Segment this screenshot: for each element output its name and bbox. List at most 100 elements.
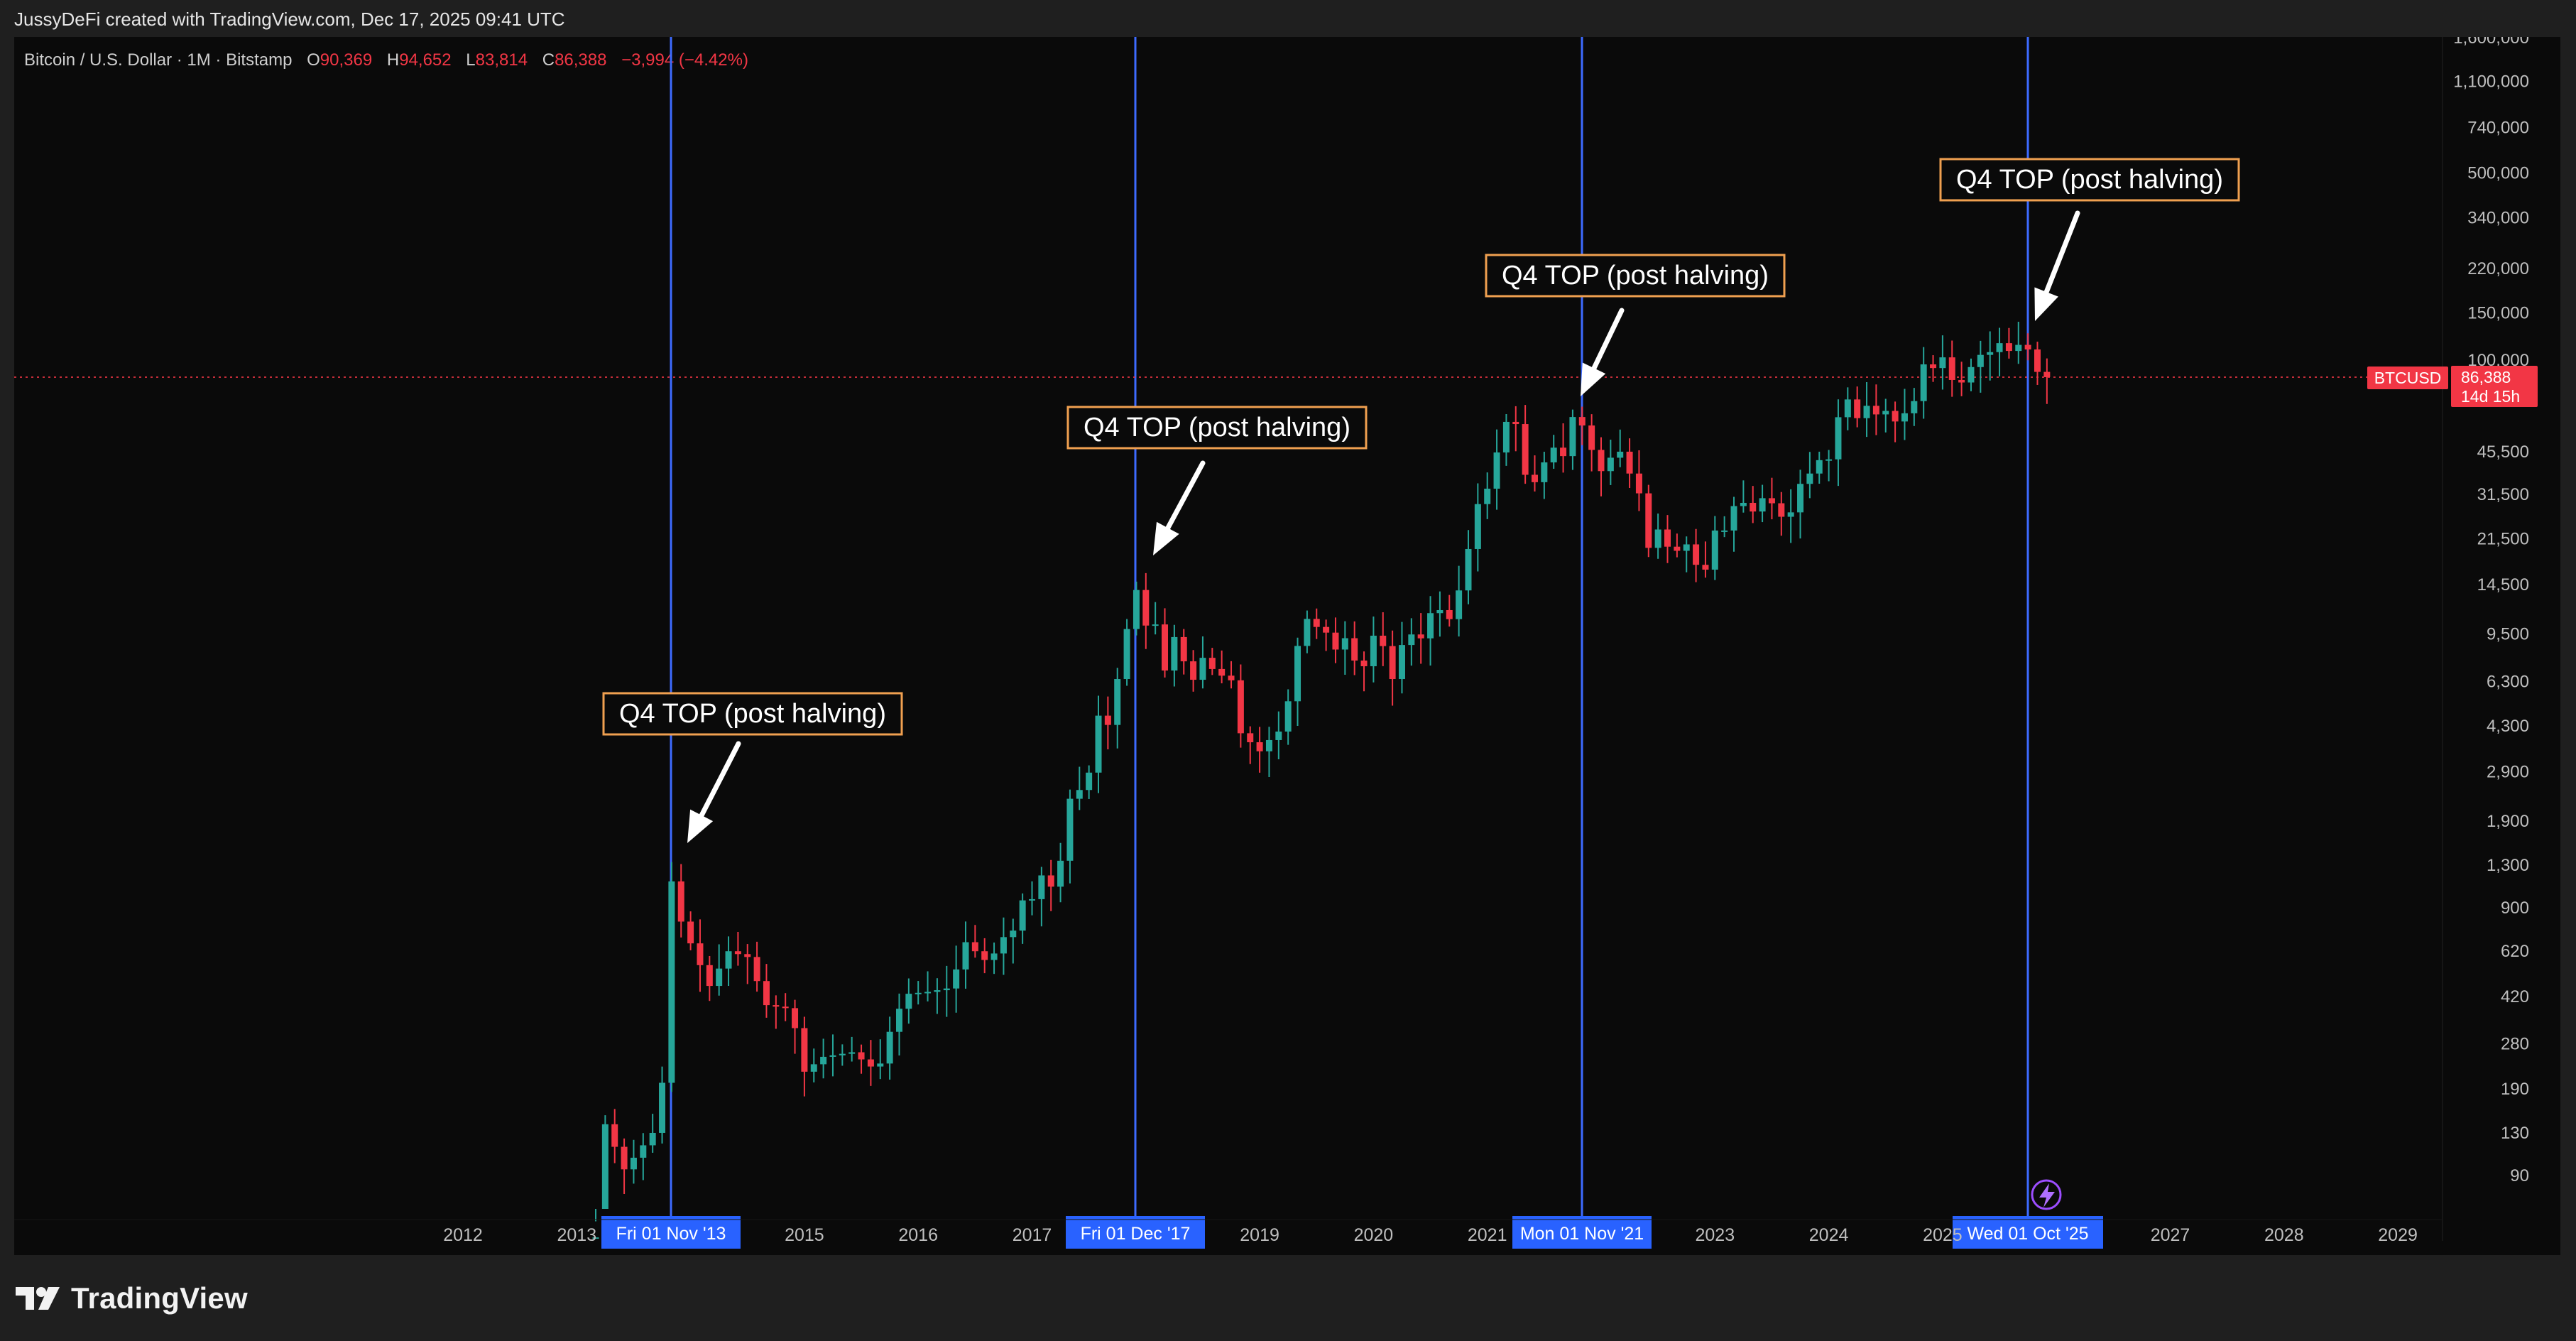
candle-body xyxy=(763,981,770,1006)
candle-body xyxy=(1863,406,1870,418)
y-tick-label: 45,500 xyxy=(2477,443,2529,462)
candle-body xyxy=(1000,937,1007,954)
candle-body xyxy=(981,951,988,960)
candle-body xyxy=(2034,349,2041,372)
candle-body xyxy=(592,1237,599,1239)
candle-body xyxy=(1901,413,1908,422)
candle-body xyxy=(1133,590,1140,629)
candle-body xyxy=(1152,624,1159,626)
y-tick-label: 190 xyxy=(2501,1080,2529,1099)
candle-body xyxy=(1787,512,1794,517)
candle-body xyxy=(1360,660,1368,666)
candle-body xyxy=(915,992,922,994)
open-label: O xyxy=(307,50,320,70)
candle-body xyxy=(1029,898,1035,901)
candle-body xyxy=(1123,629,1130,680)
candle-body xyxy=(1740,502,1747,506)
candle-body xyxy=(1797,484,1804,513)
candle-body xyxy=(773,1005,780,1007)
y-tick-label: 1,600,000 xyxy=(2453,37,2529,48)
annotation-text: Q4 TOP (post halving) xyxy=(1084,413,1350,443)
candle-body xyxy=(1427,613,1434,639)
candle-body xyxy=(1256,742,1263,751)
y-tick-label: 900 xyxy=(2501,898,2529,918)
time-axis[interactable]: 2012 2013 2015 2016 2017 2019 2020 2021 2023 2024… xyxy=(14,1219,2443,1245)
y-tick-label: 4,300 xyxy=(2487,717,2529,736)
candle-body xyxy=(1332,632,1339,650)
candle-body xyxy=(1578,417,1586,426)
candle-body xyxy=(668,881,675,1083)
date-label-text: Wed 01 Oct '25 xyxy=(1967,1224,2088,1244)
y-tick-label: 1,100,000 xyxy=(2453,72,2529,91)
candle-body xyxy=(640,1145,647,1158)
y-tick-label: 31,500 xyxy=(2477,485,2529,504)
candle-body xyxy=(962,942,969,970)
candle-body xyxy=(1806,473,1813,484)
annotation-box xyxy=(1939,158,2240,202)
candle-body xyxy=(1162,624,1169,671)
y-tick-label: 21,500 xyxy=(2477,530,2529,549)
candle-body xyxy=(971,942,978,952)
candle-body xyxy=(1844,399,1851,418)
candle-body xyxy=(677,881,684,922)
date-label-text: Fri 01 Nov '13 xyxy=(616,1224,726,1244)
candle-body xyxy=(1247,733,1254,742)
candle-body xyxy=(1019,900,1026,931)
y-tick-label: 420 xyxy=(2501,987,2529,1006)
candle-body xyxy=(1265,739,1272,751)
candle-body xyxy=(2015,344,2022,352)
candle-body xyxy=(1996,343,2003,352)
candle-body xyxy=(1711,530,1718,570)
candle-body xyxy=(1190,661,1197,680)
x-tick-label: 2015 xyxy=(785,1225,824,1245)
date-label-box xyxy=(1953,1216,2103,1249)
plot-background xyxy=(14,37,2560,1255)
y-tick-label: 2,900 xyxy=(2487,763,2529,782)
x-tick-label: 2013 xyxy=(557,1225,596,1245)
tradingview-logo[interactable]: TradingView xyxy=(16,1281,248,1315)
replay-icon[interactable] xyxy=(2031,1179,2062,1210)
candle-body xyxy=(630,1157,637,1170)
y-tick-label: 280 xyxy=(2501,1034,2529,1053)
x-tick-label: 2019 xyxy=(1240,1225,1279,1245)
high-value: 94,652 xyxy=(399,50,451,70)
candle-body xyxy=(1693,544,1700,565)
candle-body xyxy=(1588,425,1595,450)
date-label-box xyxy=(1512,1216,1652,1249)
candle-body xyxy=(1626,451,1633,474)
candles xyxy=(592,322,2051,1239)
date-label-text: Fri 01 Dec '17 xyxy=(1081,1224,1191,1244)
date-label-box xyxy=(601,1216,741,1249)
candle-body xyxy=(1171,636,1178,671)
x-tick-label: 2016 xyxy=(898,1225,938,1245)
candle-body xyxy=(990,953,998,960)
candle-body xyxy=(1977,354,1984,367)
candle-body xyxy=(1920,364,1927,401)
low-value: 83,814 xyxy=(476,50,528,70)
chart-caption: JussyDeFi created with TradingView.com, … xyxy=(14,9,565,30)
candle-body xyxy=(1095,715,1102,773)
candle-body xyxy=(905,994,912,1009)
x-tick-label: 2020 xyxy=(1354,1225,1394,1245)
candle-body xyxy=(601,1124,608,1209)
candle-body xyxy=(2005,343,2012,352)
y-tick-label: 1,900 xyxy=(2487,812,2529,831)
candle-body xyxy=(934,990,941,992)
candle-body xyxy=(1882,411,1889,415)
chart-area[interactable]: Bitcoin / U.S. Dollar · 1M · Bitstamp O9… xyxy=(14,37,2560,1255)
candle-body xyxy=(1304,619,1311,646)
btc-chart[interactable]: Bitcoin / U.S. Dollar · 1M · Bitstamp O9… xyxy=(14,37,2560,1255)
candle-body xyxy=(1911,401,1918,413)
change-value: −3,994 (−4.42%) xyxy=(621,50,748,70)
price-axis[interactable]: 1,600,000 1,100,000 740,000 500,000 340,000 2… xyxy=(2442,37,2529,1241)
candle-body xyxy=(1228,675,1235,680)
candle-body xyxy=(1702,565,1709,570)
candle-body xyxy=(1142,590,1150,626)
candle-body xyxy=(1569,417,1576,457)
candle-body xyxy=(867,1059,874,1067)
candle-body xyxy=(1323,626,1330,633)
candle-body xyxy=(1958,379,1965,383)
annotation-arrow-shaft xyxy=(1591,308,1625,371)
x-tick-label: 2027 xyxy=(2151,1225,2190,1245)
candle-body xyxy=(1502,421,1510,453)
